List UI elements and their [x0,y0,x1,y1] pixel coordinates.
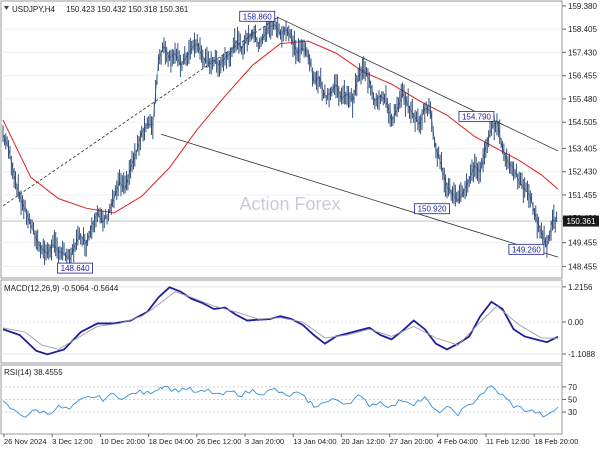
rsi-tick-label: 50 [568,396,577,405]
price-tick-label: 152.430 [568,168,597,177]
x-tick-label: 4 Feb 04:00 [438,437,478,446]
price-line [2,24,559,262]
price-annotation-label: 150.920 [418,205,447,214]
x-tick-label: 18 Feb 20:00 [534,437,578,446]
price-annotation-label: 154.790 [462,112,491,121]
price-tick-label: 154.505 [568,118,597,127]
rsi-tick-label: 30 [568,408,577,417]
price-annotation-label: 149.260 [512,245,541,254]
macd-tick-label: 0.00 [568,318,584,327]
price-tick-label: 156.455 [568,72,597,81]
price-annotation-label: 158.860 [243,12,272,21]
current-price-label: 150.361 [567,217,596,226]
gridlines [1,5,562,413]
price-tick-label: 159.380 [568,2,597,11]
price-annotation-box [414,203,450,215]
rsi-tick-label: 70 [568,383,577,392]
price-tick-label: 151.455 [568,191,597,200]
y-axis-labels: 159.380 158.405 157.430 156.455 155.480 154.5… [562,2,597,417]
signal-line [2,291,559,350]
x-tick-label: 11 Feb 12:00 [486,437,530,446]
x-tick-label: 3 Jan 20:00 [245,437,284,446]
price-tick-label: 155.480 [568,95,597,104]
price-annotation-box [508,243,545,255]
price-tick-label: 157.430 [568,48,597,57]
price-annotation-box [458,110,495,122]
price-series [2,13,559,267]
x-tick-label: 27 Jan 20:00 [390,437,433,446]
rsi-panel-title: RSI(14) 38.4555 [4,368,63,377]
x-tick-label: 26 Nov 2024 [4,437,47,446]
rsi-series [2,385,559,418]
x-tick-label: 18 Dec 04:00 [149,437,194,446]
symbol-arrow-icon [4,6,9,10]
trendline [161,133,559,258]
x-tick-label: 10 Dec 20:00 [100,437,145,446]
macd-tick-label: -1.1088 [568,350,596,359]
price-tick-label: 148.455 [568,263,597,272]
price-annotation-box [239,10,276,22]
price-annotations: 158.860 154.790 150.920 148.640 149.260 [57,10,545,274]
macd-panel-title: MACD(12,26,9) -0.5064 -0.5644 [4,284,119,293]
price-annotation-label: 148.640 [61,264,90,273]
rsi-line [2,385,559,418]
price-tick-label: 153.405 [568,144,597,153]
price-tick-label: 158.405 [568,25,597,34]
x-tick-label: 20 Jan 12:00 [341,437,384,446]
x-axis-labels: 26 Nov 2024 3 Dec 12:00 10 Dec 20:00 18 Dec… [3,434,578,446]
price-tick-label: 149.455 [568,239,597,248]
x-tick-label: 13 Jan 04:00 [293,437,336,446]
watermark: Action Forex [239,194,340,214]
price-panel-symbol: USDJPY,H4 [12,5,56,14]
current-price-tag [563,215,599,227]
x-tick-label: 26 Dec 12:00 [197,437,242,446]
macd-tick-label: 1.2156 [568,283,593,292]
price-annotation-box [57,262,93,274]
price-panel-ohlc: 150.423 150.432 150.318 150.361 [66,5,189,14]
trendline [277,16,559,152]
macd-series [2,286,559,356]
x-tick-label: 3 Dec 12:00 [52,437,92,446]
